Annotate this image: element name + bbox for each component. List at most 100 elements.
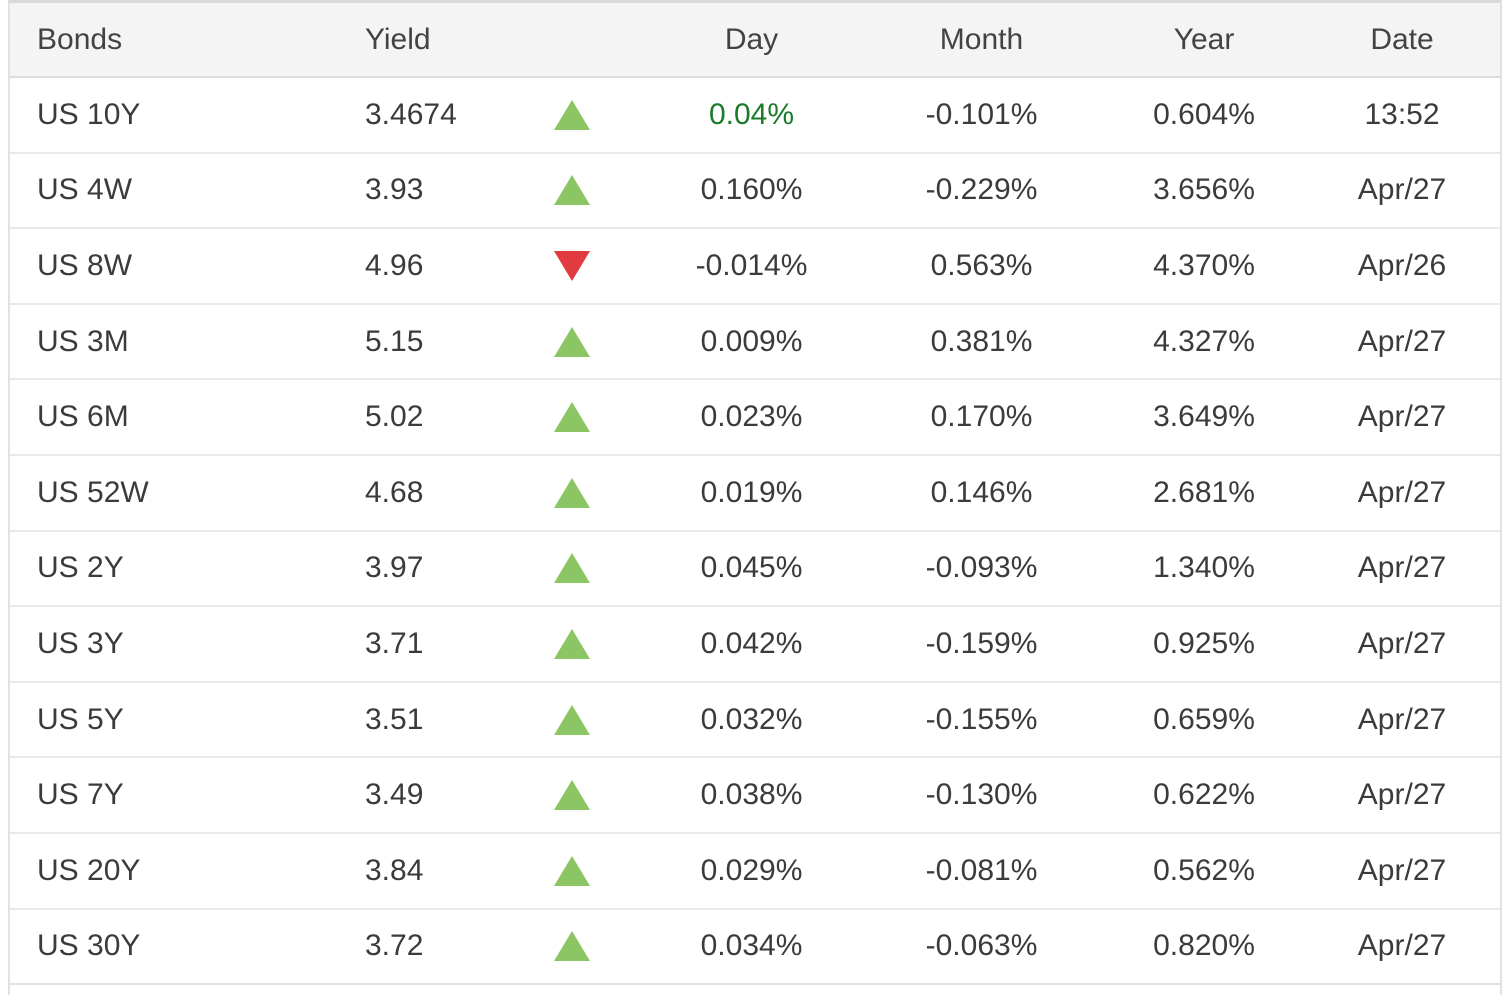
bond-row[interactable]: US 10Y 3.4674 0.04% -0.101% 0.604% 13:52: [10, 78, 1500, 152]
column-header-day: Day: [724, 22, 779, 56]
month-change-cell: -0.155%: [925, 702, 1038, 736]
month-change-cell: 0.146%: [930, 475, 1033, 509]
bond-name-cell[interactable]: US 3Y: [37, 626, 124, 660]
bond-row[interactable]: US 3M 5.15 0.009% 0.381% 4.327% Apr/27: [10, 302, 1500, 379]
bond-name-cell[interactable]: US 3M: [37, 324, 129, 358]
bond-row[interactable]: US 7Y 3.49 0.038% -0.130% 0.622% Apr/27: [10, 756, 1500, 832]
up-arrow-icon: [553, 402, 590, 433]
date-cell: Apr/27: [1357, 929, 1447, 963]
direction-cell: [499, 553, 644, 584]
up-arrow-icon: [553, 855, 590, 886]
bond-row[interactable]: US 2Y 3.97 0.045% -0.093% 1.340% Apr/27: [10, 529, 1500, 606]
bond-name-cell[interactable]: US 52W: [37, 475, 149, 509]
month-change-cell: -0.081%: [925, 853, 1038, 887]
bond-name-cell[interactable]: US 30Y: [37, 929, 141, 963]
direction-cell: [499, 628, 644, 659]
up-arrow-icon: [553, 326, 590, 357]
direction-cell: [499, 931, 644, 962]
date-cell: Apr/27: [1357, 173, 1447, 207]
down-arrow-icon: [553, 250, 590, 281]
yield-cell: 5.15: [365, 324, 424, 358]
bond-name-cell[interactable]: US 8W: [37, 248, 133, 282]
date-cell: Apr/27: [1357, 324, 1447, 358]
bond-name-cell[interactable]: US 7Y: [37, 778, 124, 812]
month-change-cell: -0.229%: [925, 173, 1038, 207]
up-arrow-icon: [553, 175, 590, 206]
column-header-year: Year: [1173, 22, 1235, 56]
bond-name-cell[interactable]: US 6M: [37, 400, 129, 434]
date-cell: Apr/27: [1357, 778, 1447, 812]
up-arrow-icon: [553, 780, 590, 811]
table-header-row: Bonds Yield Day Month Year Date: [10, 3, 1500, 78]
year-change-cell: 0.622%: [1153, 778, 1255, 812]
direction-cell: [499, 477, 644, 508]
day-change-cell: 0.038%: [700, 778, 803, 812]
year-change-cell: 0.562%: [1153, 853, 1255, 887]
direction-cell: [499, 855, 644, 886]
partial-next-row: [10, 983, 1500, 996]
yield-cell: 4.68: [365, 475, 424, 509]
day-change-cell: 0.019%: [700, 475, 803, 509]
day-change-cell: 0.029%: [700, 853, 803, 887]
date-cell: Apr/27: [1357, 475, 1447, 509]
bond-row[interactable]: US 52W 4.68 0.019% 0.146% 2.681% Apr/27: [10, 453, 1500, 530]
direction-cell: [499, 326, 644, 357]
direction-cell: [499, 175, 644, 206]
bond-row[interactable]: US 4W 3.93 0.160% -0.229% 3.656% Apr/27: [10, 151, 1500, 228]
yield-cell: 3.4674: [365, 97, 457, 131]
year-change-cell: 0.925%: [1153, 626, 1255, 660]
month-change-cell: 0.381%: [930, 324, 1033, 358]
year-change-cell: 3.649%: [1153, 400, 1255, 434]
date-cell: Apr/27: [1357, 853, 1447, 887]
column-header-date: Date: [1370, 22, 1434, 56]
day-change-cell: 0.160%: [700, 173, 803, 207]
day-change-cell: -0.014%: [695, 248, 808, 282]
column-header-bonds: Bonds: [37, 22, 123, 56]
yield-cell: 3.97: [365, 551, 424, 585]
direction-cell: [499, 704, 644, 735]
month-change-cell: -0.093%: [925, 551, 1038, 585]
direction-cell: [499, 250, 644, 281]
date-cell: Apr/27: [1357, 702, 1447, 736]
bond-row[interactable]: US 8W 4.96 -0.014% 0.563% 4.370% Apr/26: [10, 227, 1500, 303]
year-change-cell: 0.659%: [1153, 702, 1255, 736]
bond-row[interactable]: US 6M 5.02 0.023% 0.170% 3.649% Apr/27: [10, 378, 1500, 454]
day-change-cell: 0.032%: [700, 702, 803, 736]
day-change-cell: 0.034%: [700, 929, 803, 963]
year-change-cell: 3.656%: [1153, 173, 1255, 207]
bond-yields-table: Bonds Yield Day Month Year Date US 10Y 3…: [8, 0, 1502, 996]
year-change-cell: 4.327%: [1153, 324, 1255, 358]
yield-cell: 3.72: [365, 929, 424, 963]
day-change-cell: 0.04%: [708, 97, 795, 131]
column-header-month: Month: [939, 22, 1024, 56]
up-arrow-icon: [553, 931, 590, 962]
day-change-cell: 0.045%: [700, 551, 803, 585]
month-change-cell: 0.170%: [930, 400, 1033, 434]
month-change-cell: -0.063%: [925, 929, 1038, 963]
bond-name-cell[interactable]: US 20Y: [37, 853, 141, 887]
month-change-cell: -0.101%: [925, 97, 1038, 131]
date-cell: Apr/27: [1357, 400, 1447, 434]
year-change-cell: 2.681%: [1153, 475, 1255, 509]
direction-cell: [499, 99, 644, 130]
bond-row[interactable]: US 30Y 3.72 0.034% -0.063% 0.820% Apr/27: [10, 907, 1500, 984]
bond-name-cell[interactable]: US 5Y: [37, 702, 124, 736]
year-change-cell: 0.820%: [1153, 929, 1255, 963]
up-arrow-icon: [553, 628, 590, 659]
month-change-cell: -0.130%: [925, 778, 1038, 812]
bond-row[interactable]: US 5Y 3.51 0.032% -0.155% 0.659% Apr/27: [10, 680, 1500, 757]
bond-name-cell[interactable]: US 10Y: [37, 97, 141, 131]
up-arrow-icon: [553, 99, 590, 130]
bond-name-cell[interactable]: US 4W: [37, 173, 133, 207]
bond-row[interactable]: US 20Y 3.84 0.029% -0.081% 0.562% Apr/27: [10, 831, 1500, 908]
up-arrow-icon: [553, 553, 590, 584]
yield-cell: 4.96: [365, 248, 424, 282]
bond-name-cell[interactable]: US 2Y: [37, 551, 124, 585]
date-cell: 13:52: [1364, 97, 1440, 131]
day-change-cell: 0.042%: [700, 626, 803, 660]
year-change-cell: 4.370%: [1153, 248, 1255, 282]
date-cell: Apr/27: [1357, 551, 1447, 585]
up-arrow-icon: [553, 477, 590, 508]
bond-row[interactable]: US 3Y 3.71 0.042% -0.159% 0.925% Apr/27: [10, 605, 1500, 681]
year-change-cell: 0.604%: [1153, 97, 1255, 131]
